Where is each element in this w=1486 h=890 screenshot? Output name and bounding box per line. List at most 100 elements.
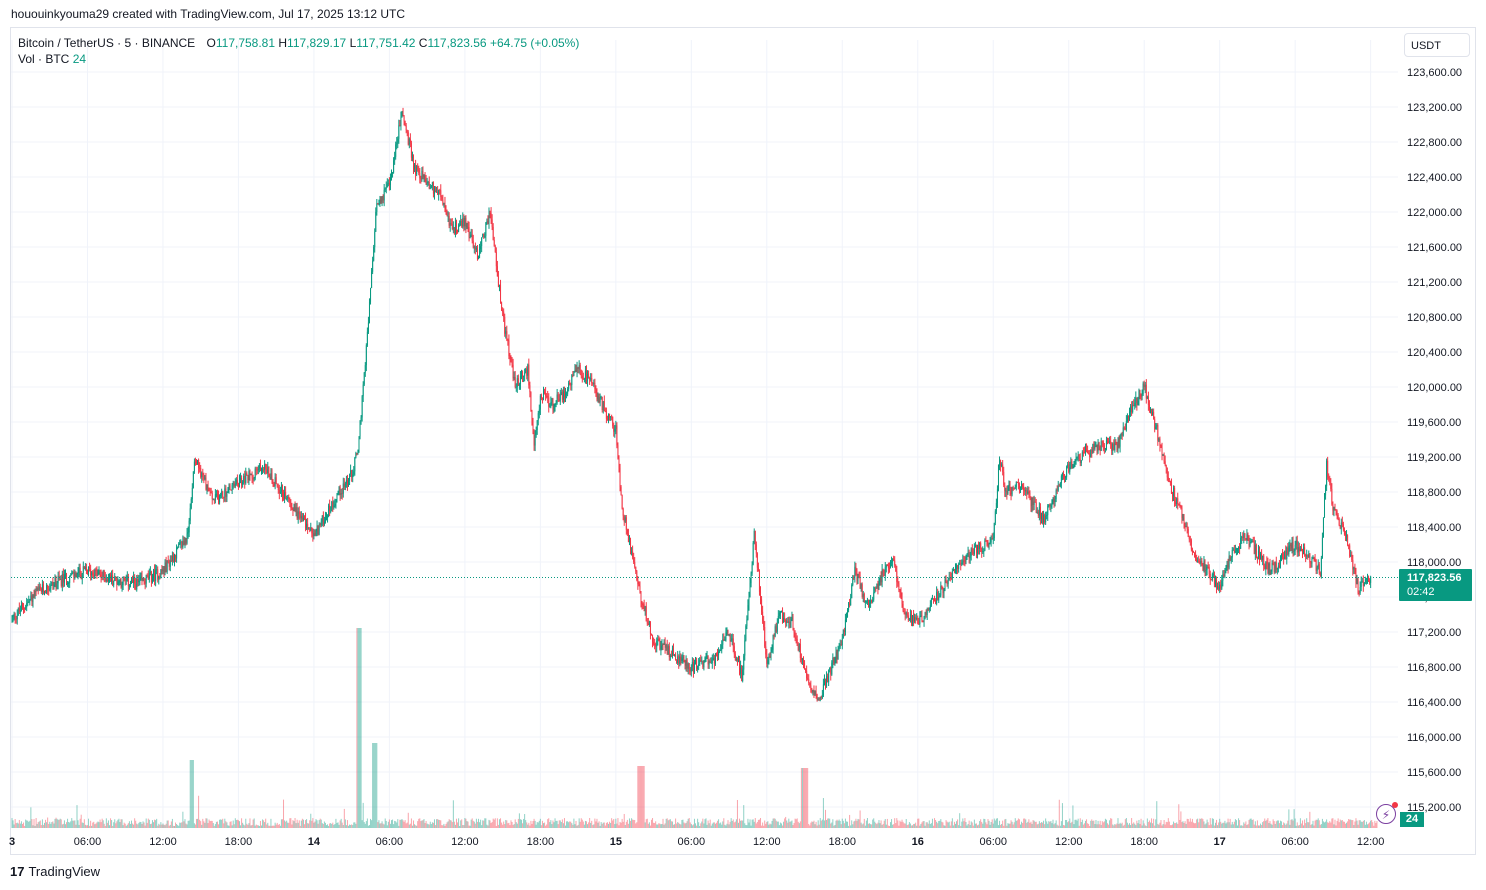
volume-bar	[59, 818, 61, 828]
volume-bar	[149, 824, 151, 828]
candle-body	[568, 382, 570, 390]
volume-bar	[876, 824, 878, 828]
volume-bar	[804, 768, 806, 828]
volume-bar	[841, 818, 843, 828]
candle-body	[828, 669, 830, 683]
candle-body	[549, 406, 551, 408]
volume-bar	[1003, 825, 1005, 828]
volume-bar	[1346, 822, 1348, 828]
candle-body	[208, 488, 210, 492]
volume-bar	[843, 823, 845, 828]
candle-body	[1104, 448, 1106, 450]
volume-bar	[770, 824, 772, 828]
candle-body	[425, 178, 427, 185]
volume-bar	[432, 822, 434, 828]
volume-bar	[801, 768, 803, 828]
volume-bar	[246, 823, 248, 828]
volume-bar	[752, 819, 754, 828]
volume-bar	[964, 818, 966, 828]
volume-bar	[839, 820, 841, 828]
candle-body	[585, 371, 587, 381]
candle-body	[695, 660, 697, 663]
candle-body	[60, 579, 62, 586]
volume-bar	[316, 820, 318, 828]
volume-bar	[43, 822, 45, 828]
candle-body	[578, 365, 580, 370]
candle-body	[553, 406, 555, 410]
candle-body	[1075, 457, 1077, 462]
candle-body	[45, 590, 47, 593]
candle-body	[719, 650, 721, 652]
volume-bar	[890, 822, 892, 828]
candle-body	[1227, 564, 1229, 568]
candle-body	[891, 561, 893, 563]
candle-body	[1103, 445, 1105, 450]
volume-bar	[351, 824, 353, 828]
candle-body	[584, 371, 586, 379]
symbol-title[interactable]: Bitcoin / TetherUS · 5 · BINANCE	[18, 36, 196, 50]
volume-bar	[69, 822, 71, 828]
volume-bar	[753, 821, 755, 828]
price-tick-label: 116,000.00	[1407, 732, 1461, 744]
volume-bar	[901, 819, 903, 828]
volume-bar	[924, 825, 926, 828]
candle-body	[1050, 505, 1052, 507]
candle-body	[1179, 505, 1181, 507]
candle-body	[459, 225, 461, 227]
candle-body	[728, 634, 730, 636]
candle-body	[122, 577, 124, 586]
candle-body	[1070, 461, 1072, 468]
candle-body	[266, 469, 268, 474]
volume-label[interactable]: Vol · BTC	[18, 52, 70, 66]
candle-body	[421, 171, 423, 180]
candle-body	[1310, 562, 1312, 564]
currency-button[interactable]: USDT	[1404, 33, 1470, 57]
candle-body	[506, 331, 508, 340]
candle-body	[255, 468, 257, 470]
volume-badge: 24	[1400, 812, 1424, 827]
candle-body	[106, 579, 108, 582]
volume-bar	[1224, 820, 1226, 828]
candle-body	[633, 557, 635, 562]
candle-body	[198, 459, 200, 468]
volume-bar	[417, 821, 419, 828]
lightning-alert-icon[interactable]: ⚡	[1376, 802, 1398, 824]
candle-body	[862, 594, 864, 597]
volume-bar	[32, 825, 34, 828]
candle-body	[200, 468, 202, 478]
volume-bar	[1288, 809, 1290, 828]
volume-bar	[1341, 820, 1343, 828]
volume-bar	[1014, 818, 1016, 828]
candle-body	[685, 660, 687, 666]
candle-body	[203, 474, 205, 480]
candle-body	[644, 606, 646, 612]
volume-bar	[50, 823, 52, 828]
candle-body	[48, 589, 50, 591]
volume-bar	[1275, 821, 1277, 828]
volume-bar	[75, 824, 77, 828]
volume-bar	[510, 820, 512, 828]
candle-body	[197, 459, 199, 465]
volume-bar	[1122, 825, 1124, 828]
candle-body	[1017, 482, 1019, 485]
volume-bar	[1075, 819, 1077, 828]
volume-bar	[236, 819, 238, 828]
candle-body	[1226, 564, 1228, 567]
volume-bar	[906, 825, 908, 828]
candle-body	[552, 398, 554, 410]
volume-bar	[808, 823, 810, 828]
footer-brand[interactable]: 17 TradingView	[10, 864, 100, 879]
candle-body	[652, 635, 654, 642]
candle-body	[511, 362, 513, 365]
candle-body	[148, 573, 150, 580]
candle-body	[204, 477, 206, 480]
candle-body	[811, 689, 813, 693]
volume-bar	[721, 824, 723, 828]
volume-bar	[274, 822, 276, 828]
candle-body	[777, 615, 779, 624]
candle-body	[333, 505, 335, 508]
volume-bar	[1036, 824, 1038, 828]
candle-body	[1011, 487, 1013, 495]
volume-bar	[1121, 822, 1123, 828]
